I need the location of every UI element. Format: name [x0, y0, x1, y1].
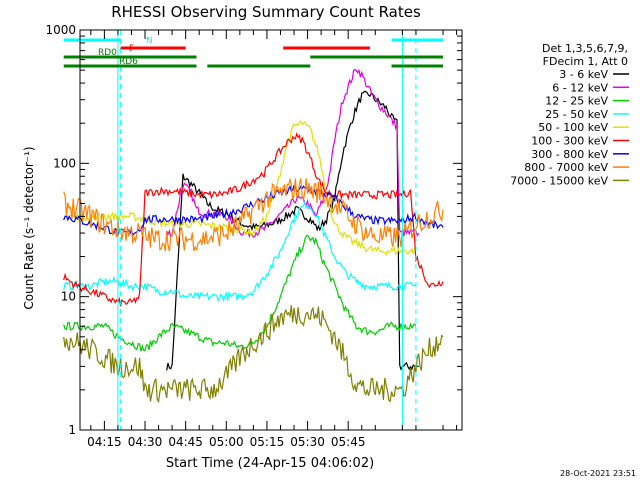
x-tick-label: 05:45 [331, 435, 366, 449]
legend-entry-label: 50 - 100 keV [538, 121, 608, 134]
legend-header-line1: Det 1,3,5,6,7,9, [542, 42, 628, 55]
annotation-label-n: N [146, 36, 153, 46]
x-tick-label: 05:15 [250, 435, 285, 449]
x-tick-label: 04:15 [87, 435, 122, 449]
legend-entry-label: 12 - 25 keV [545, 95, 608, 108]
legend-entry-label: 6 - 12 keV [552, 81, 608, 94]
chart-title: RHESSI Observing Summary Count Rates [111, 3, 421, 21]
legend-header-line2: FDecim 1, Att 0 [543, 55, 628, 68]
annotation-label-f: F [129, 44, 134, 54]
x-tick-label: 04:45 [168, 435, 203, 449]
legend-entry-label: 7000 - 15000 keV [510, 174, 608, 187]
plot-frame [79, 29, 463, 431]
legend-entry-label: 3 - 6 keV [559, 68, 608, 81]
footer-timestamp: 28-Oct-2021 23:51 [560, 469, 636, 478]
y-tick-label: 10 [61, 290, 76, 304]
series-line-100-300-kev [63, 132, 444, 307]
annotation-label-rd0: RD0 [98, 48, 117, 58]
legend-entry-label: 800 - 7000 keV [524, 161, 608, 174]
x-tick-label: 04:30 [128, 435, 163, 449]
series-line-12-25-kev [63, 234, 417, 352]
x-axis-label: Start Time (24-Apr-15 04:06:02) [166, 456, 374, 471]
y-tick-label: 1000 [45, 23, 76, 37]
series-line-7000-15000-kev [63, 305, 444, 403]
series-line-800-7000-kev [63, 177, 444, 252]
y-axis-label: Count Rate (s⁻¹ detector⁻¹) [22, 146, 36, 309]
y-tick-label: 1 [68, 423, 76, 437]
legend-entry-label: 300 - 800 keV [531, 148, 608, 161]
y-tick-label: 100 [53, 156, 76, 170]
series-line-50-100-kev [63, 119, 417, 257]
series-line-25-50-kev [63, 199, 417, 303]
legend-entry-label: 100 - 300 keV [531, 135, 608, 148]
legend-entry-label: 25 - 50 keV [545, 108, 608, 121]
x-tick-label: 05:30 [290, 435, 325, 449]
annotation-label-rd6: RD6 [119, 57, 138, 67]
x-tick-label: 05:00 [209, 435, 244, 449]
